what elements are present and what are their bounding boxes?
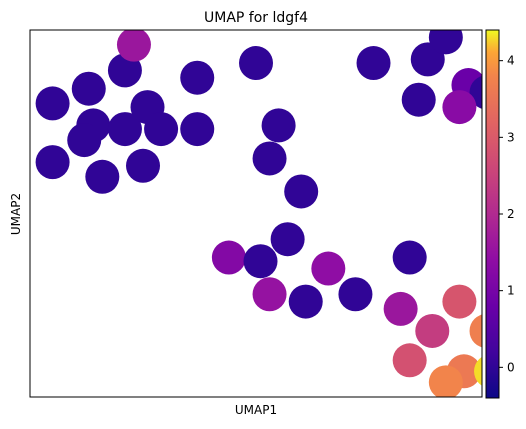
scatter-point [253, 141, 287, 175]
scatter-point [117, 28, 151, 62]
scatter-point [384, 292, 418, 326]
scatter-point [393, 343, 427, 377]
scatter-point [253, 277, 287, 311]
scatter-point [338, 277, 372, 311]
colorbar: 0 1 2 3 4 [486, 30, 515, 398]
colorbar-tick-label: 2 [507, 207, 515, 221]
scatter-points [36, 20, 508, 399]
scatter-point [429, 365, 463, 399]
scatter-point [144, 112, 178, 146]
scatter-point [429, 20, 463, 54]
scatter-point [311, 252, 345, 286]
scatter-point [442, 285, 476, 319]
scatter-point [212, 241, 246, 275]
scatter-point [36, 145, 70, 179]
colorbar-tick-label: 3 [507, 130, 515, 144]
x-axis-label: UMAP1 [235, 403, 277, 417]
scatter-point [402, 83, 436, 117]
scatter-point [284, 174, 318, 208]
scatter-point [126, 149, 160, 183]
scatter-point [180, 112, 214, 146]
colorbar-tick-label: 0 [507, 360, 515, 374]
scatter-point [239, 46, 273, 80]
scatter-point [271, 222, 305, 256]
scatter-point [393, 241, 427, 275]
scatter-point [442, 90, 476, 124]
colorbar-tick-label: 4 [507, 54, 515, 68]
scatter-point [415, 314, 449, 348]
scatter-point [244, 244, 278, 278]
colorbar-gradient [486, 30, 499, 398]
scatter-point [85, 160, 119, 194]
y-axis-label: UMAP2 [9, 193, 23, 235]
chart-title: UMAP for ldgf4 [204, 10, 308, 26]
scatter-point [180, 61, 214, 95]
scatter-point [262, 108, 296, 142]
scatter-point [67, 123, 101, 157]
scatter-point [357, 46, 391, 80]
colorbar-ticks: 0 1 2 3 4 [499, 54, 515, 375]
scatter-point [289, 285, 323, 319]
scatter-point [72, 72, 106, 106]
colorbar-tick-label: 1 [507, 284, 515, 298]
scatter-point [36, 86, 70, 120]
